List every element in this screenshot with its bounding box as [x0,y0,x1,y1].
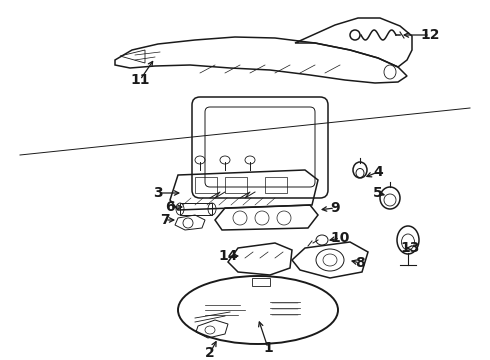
Text: 7: 7 [160,213,170,227]
Text: 10: 10 [330,231,350,245]
Bar [265,177,287,193]
Text: 4: 4 [373,165,383,179]
Text: 3: 3 [153,186,163,200]
Text: 8: 8 [355,256,365,270]
Text: 12: 12 [420,28,440,42]
Text: 5: 5 [373,186,383,200]
Text: 14: 14 [218,249,238,263]
Bar [252,278,270,286]
Bar [195,177,217,193]
Text: 6: 6 [165,200,175,214]
Text: 13: 13 [400,241,420,255]
Text: 9: 9 [330,201,340,215]
Text: 11: 11 [130,73,150,87]
Text: 2: 2 [205,346,215,360]
Bar [225,177,247,193]
Text: 1: 1 [263,341,273,355]
Bar [180,203,212,215]
